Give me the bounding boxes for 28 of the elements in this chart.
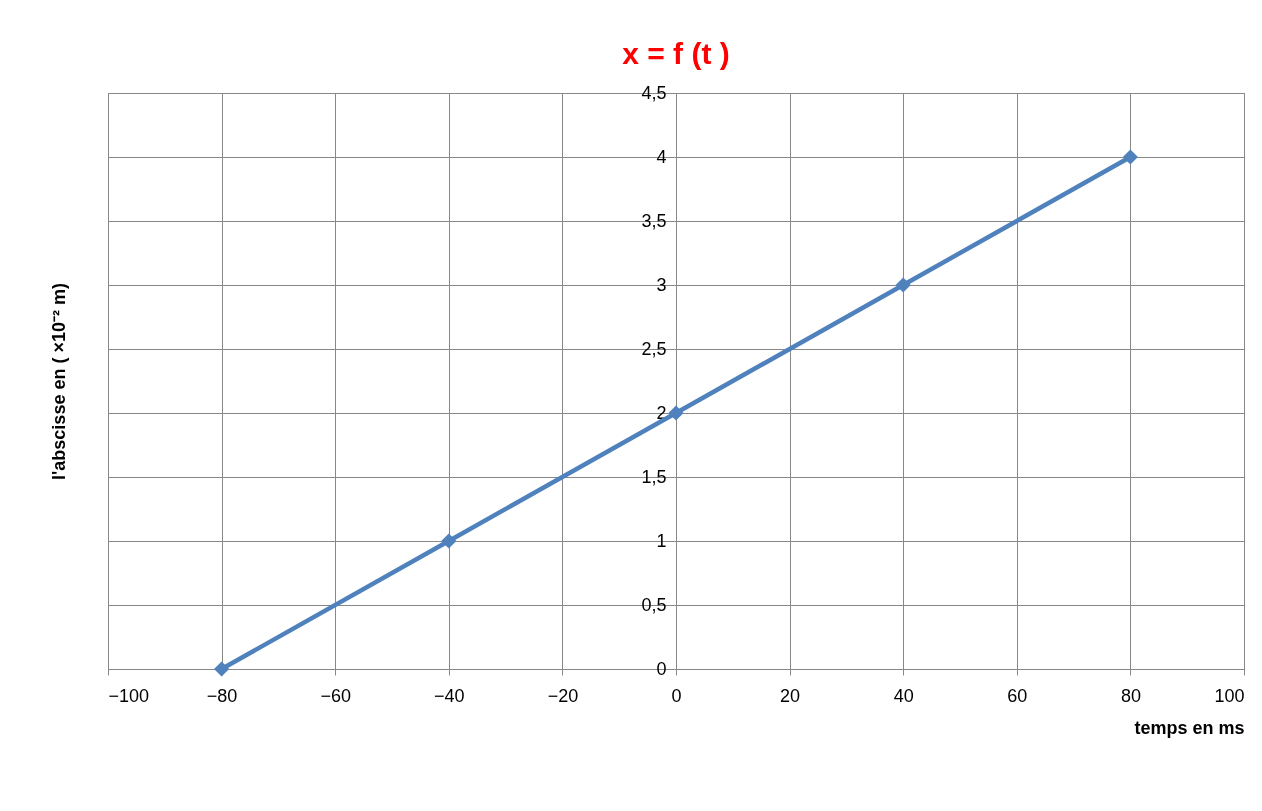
- x-tick-label: −60: [320, 685, 351, 706]
- x-tick-label: 40: [893, 685, 914, 706]
- x-tick-label: 100: [1214, 685, 1245, 706]
- y-tick-label: 0: [656, 658, 667, 679]
- y-tick-label: 2,5: [641, 338, 667, 359]
- y-tick-label: 3,5: [641, 210, 667, 231]
- x-tick-label: 80: [1120, 685, 1141, 706]
- point: [668, 405, 684, 421]
- chart-title: x = f (t ): [622, 37, 730, 70]
- x-tick-label: −40: [434, 685, 465, 706]
- x-tick-label: 20: [780, 685, 801, 706]
- y-tick-label: 3: [656, 274, 667, 295]
- x-tick-label: −80: [206, 685, 238, 706]
- y-tick-label: 4: [656, 146, 667, 167]
- y-tick-label: 0,5: [641, 594, 667, 615]
- y-axis-title: l'abscisse en ( ×10⁻² m): [48, 283, 69, 480]
- y-tick-label: 4,5: [641, 82, 667, 103]
- x-tick-label: −20: [547, 685, 579, 706]
- x-axis-title: temps en ms: [1134, 717, 1245, 738]
- point: [441, 533, 457, 549]
- point: [214, 661, 230, 677]
- x-tick-label: 60: [1007, 685, 1028, 706]
- x-tick-label: 0: [671, 685, 682, 706]
- y-tick-label: 1: [656, 530, 667, 551]
- point: [1122, 149, 1138, 165]
- x-tick-label: −100: [108, 685, 150, 706]
- point: [895, 277, 911, 293]
- y-tick-label: 1,5: [641, 466, 667, 487]
